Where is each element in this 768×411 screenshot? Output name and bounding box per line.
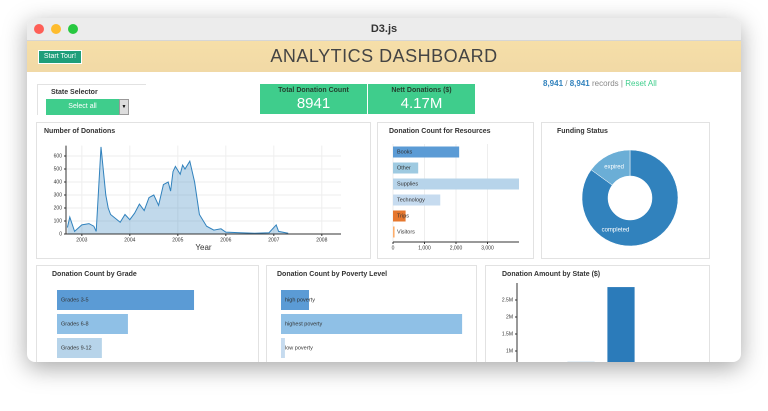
kpi-box: Nett Donations ($) 4.17M — [368, 84, 475, 114]
bar — [393, 178, 519, 190]
bar-label: high poverty — [285, 297, 315, 303]
bar — [281, 338, 285, 358]
y-tick-label: 2.5M — [502, 297, 513, 303]
dropdown-arrow[interactable]: ▼ — [119, 99, 129, 115]
panel: Donation Count by Poverty Level — [266, 265, 477, 362]
reset-link[interactable]: Reset All — [625, 79, 657, 88]
panel-title: Donation Count by Grade — [52, 271, 137, 278]
bar-label: low poverty — [285, 345, 313, 351]
y-tick-label: 1.5M — [502, 331, 513, 337]
x-tick-label: 1,000 — [418, 245, 431, 251]
panel: Number of Donations — [36, 122, 371, 259]
x-tick-label: 2006 — [220, 237, 231, 243]
browser-window: D3.js ANALYTICS DASHBOARD Start Tour! St… — [27, 18, 741, 362]
x-axis-label: Year — [195, 243, 212, 252]
bar-label: Technology — [397, 197, 425, 203]
x-tick-label: 2008 — [316, 237, 327, 243]
bar — [57, 290, 195, 310]
separator: | — [620, 79, 623, 88]
bar — [393, 226, 395, 238]
panel-title: Donation Count by Poverty Level — [277, 271, 388, 278]
x-tick-label: 3,000 — [481, 245, 494, 251]
kpi-value: 8941 — [296, 95, 331, 112]
dashboard-title: ANALYTICS DASHBOARD — [27, 41, 741, 72]
bar — [57, 314, 128, 334]
kpi-label: Nett Donations ($) — [391, 87, 452, 94]
state-dropdown[interactable]: Select all — [46, 99, 119, 115]
y-tick-label: 400 — [54, 179, 63, 185]
divider: / — [565, 79, 568, 88]
x-tick-label: 2003 — [76, 237, 87, 243]
bar — [393, 146, 460, 158]
x-tick-label: 0 — [392, 245, 395, 251]
filtered-count: 8,941 — [543, 79, 564, 88]
panel-title: Donation Count for Resources — [389, 128, 491, 135]
x-tick-label: 2,000 — [450, 245, 463, 251]
state-selector: State Selector Select all ▼ — [37, 84, 146, 115]
bar — [281, 314, 463, 334]
kpi-label: Total Donation Count — [278, 87, 349, 94]
y-tick-label: 500 — [54, 166, 63, 172]
bar — [607, 287, 635, 362]
y-tick-label: 600 — [54, 153, 63, 159]
maximize-button[interactable] — [68, 24, 78, 34]
panel-title: Number of Donations — [44, 128, 116, 135]
bar — [281, 290, 310, 310]
bar-label: Visitors — [397, 229, 415, 235]
records-unit: records — [592, 79, 619, 88]
bar-label: highest poverty — [285, 321, 323, 327]
records-info: 8,941 / 8,941 records | Reset All — [543, 79, 657, 88]
bar — [393, 210, 406, 222]
x-tick-label: 2007 — [268, 237, 279, 243]
bar-label: Books — [397, 149, 413, 155]
kpi-value: 4.17M — [400, 95, 443, 112]
panel-title: Donation Amount by State ($) — [502, 271, 601, 278]
x-tick-label: 2004 — [124, 237, 135, 243]
y-tick-label: 300 — [54, 192, 63, 198]
bar-label: Other — [397, 165, 411, 171]
selector-label: State Selector — [51, 89, 98, 96]
line — [66, 146, 289, 234]
bar-label: Grades 9-12 — [61, 345, 92, 351]
total-count: 8,941 — [569, 79, 590, 88]
window-title: D3.js — [27, 18, 741, 41]
bar-label: Grades 6-8 — [61, 321, 89, 327]
bar — [57, 338, 102, 358]
bar-label: Trips — [397, 213, 409, 219]
donut-slice — [581, 149, 679, 247]
tour-button[interactable]: Start Tour! — [38, 50, 82, 64]
panel: Donation Amount by State ($) — [485, 265, 710, 362]
bar-label: Grades 3-5 — [61, 297, 89, 303]
kpi-box: Total Donation Count 8941 — [260, 84, 367, 114]
y-tick-label: 2M — [506, 314, 513, 320]
y-tick-label: 100 — [54, 218, 63, 224]
bar — [393, 162, 419, 174]
y-tick-label: 200 — [54, 205, 63, 211]
y-tick-label: 1M — [506, 348, 513, 354]
close-button[interactable] — [34, 24, 44, 34]
minimize-button[interactable] — [51, 24, 61, 34]
x-tick-label: 2005 — [172, 237, 183, 243]
panel-title: Funding Status — [557, 128, 608, 135]
bar — [393, 194, 441, 206]
slice-label: completed — [602, 227, 630, 233]
bar-label: Supplies — [397, 181, 418, 187]
slice-label: expired — [604, 164, 624, 170]
donut-slice — [590, 149, 631, 186]
y-tick-label: 0 — [59, 231, 62, 237]
charts-layer: 0 100 200 300 400 500 600 2003 2004 2005 2006 2007 2… — [54, 144, 679, 362]
area — [67, 146, 289, 234]
